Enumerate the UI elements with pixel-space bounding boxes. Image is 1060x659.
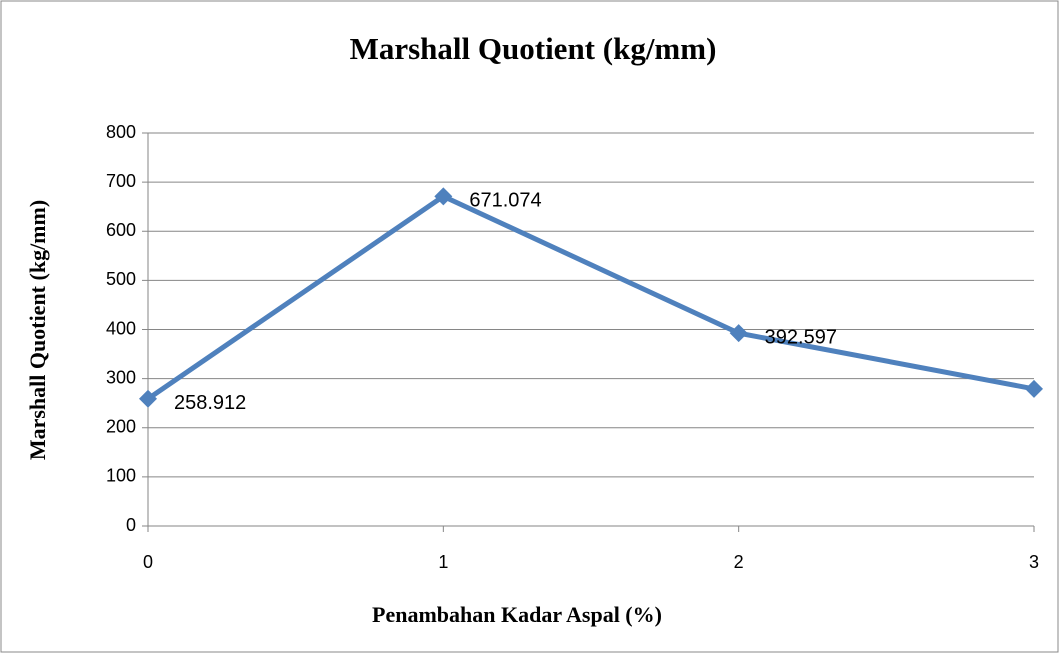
chart-title: Marshall Quotient (kg/mm) xyxy=(350,31,717,66)
x-axis-label: Penambahan Kadar Aspal (%) xyxy=(372,602,662,627)
line-series xyxy=(146,193,1035,401)
marker xyxy=(434,187,453,206)
x-tick-label: 3 xyxy=(1029,552,1039,572)
marker xyxy=(729,324,748,343)
data-label: 671.074 xyxy=(469,190,541,212)
y-tick-label: 100 xyxy=(106,466,136,486)
y-tick-label: 600 xyxy=(106,220,136,240)
marker xyxy=(1025,379,1043,398)
x-tick-label: 2 xyxy=(734,552,744,572)
data-label: 392.597 xyxy=(765,326,837,348)
y-tick-label: 400 xyxy=(106,318,136,338)
y-tick-label: 700 xyxy=(106,171,136,191)
x-tick-label: 0 xyxy=(143,552,153,572)
y-tick-label: 200 xyxy=(106,417,136,437)
data-label: 258.912 xyxy=(174,392,246,414)
y-tick-label: 500 xyxy=(106,269,136,289)
y-tick-label: 800 xyxy=(106,122,136,142)
y-tick-label: 0 xyxy=(126,515,136,535)
x-tick-label: 1 xyxy=(438,552,448,572)
y-axis-label: Marshall Quotient (kg/mm) xyxy=(25,200,50,460)
y-tick-label: 300 xyxy=(106,367,136,387)
marker xyxy=(139,389,157,408)
